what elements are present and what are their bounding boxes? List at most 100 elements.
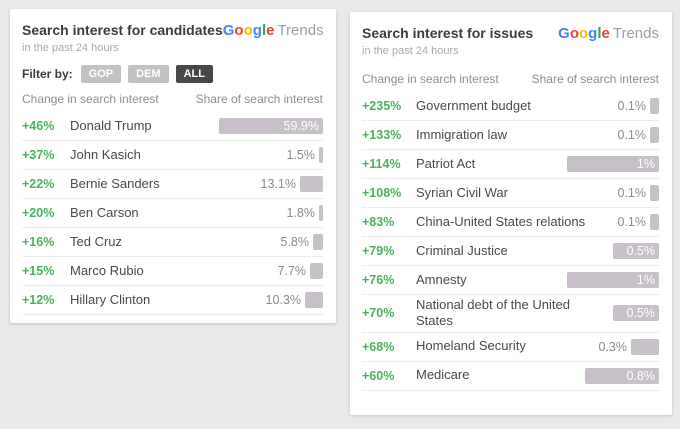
table-row: +83% China-United States relations 0.1% [362, 208, 659, 237]
share-bar: 1% [567, 156, 659, 172]
google-trends-logo[interactable]: Google Trends [223, 22, 324, 39]
share-cell: 0.8% [585, 367, 659, 384]
google-logo-letter: G [222, 22, 235, 39]
filter-button-all[interactable]: ALL [175, 65, 213, 84]
share-value: 0.1% [617, 99, 647, 113]
share-value: 0.5% [626, 306, 656, 321]
row-name: Ted Cruz [70, 233, 123, 249]
table-row: +108% Syrian Civil War 0.1% [362, 179, 659, 208]
share-cell: 1.8% [286, 205, 323, 222]
share-cell: 0.1% [617, 185, 659, 201]
google-logo-letter: g [588, 25, 598, 42]
row-name: Donald Trump [70, 117, 152, 133]
share-cell: 5.8% [281, 234, 323, 251]
rows: +235% Government budget 0.1% +133% Immigrati… [362, 92, 659, 391]
share-value: 13.1% [260, 177, 296, 192]
change-value: +22% [22, 177, 55, 192]
share-cell: 0.5% [613, 305, 659, 322]
change-value: +108% [362, 186, 402, 200]
column-header-change: Change in search interest [362, 72, 499, 86]
widget-header: Search interest for issues Google Trends [362, 25, 659, 42]
share-value: 59.9% [283, 119, 319, 134]
change-value: +68% [362, 339, 395, 354]
google-logo-word: Google [558, 25, 610, 42]
share-value: 1.8% [286, 206, 316, 221]
change-value: +114% [362, 157, 401, 171]
change-value: +20% [22, 206, 55, 221]
column-headers: Change in search interest Share of searc… [362, 72, 659, 92]
google-logo-letter: o [569, 25, 579, 42]
share-bar [319, 205, 323, 222]
share-cell: 0.5% [613, 243, 659, 259]
widget-title: Search interest for issues [362, 25, 534, 41]
column-header-share: Share of search interest [195, 92, 323, 107]
share-bar [650, 185, 659, 201]
change-value: +235% [362, 99, 402, 113]
filter-buttons: GOP DEM ALL [80, 64, 220, 84]
google-logo-letter: e [601, 25, 610, 42]
table-row: +235% Government budget 0.1% [362, 92, 659, 121]
share-bar [650, 127, 659, 143]
table-row: +16% Ted Cruz 5.8% [22, 228, 323, 258]
google-logo-letter: l [261, 22, 267, 39]
share-cell: 1% [567, 156, 659, 172]
share-bar [319, 147, 323, 164]
share-value: 0.5% [626, 244, 656, 258]
table-row: +22% Bernie Sanders 13.1% [22, 170, 323, 200]
row-name: China-United States relations [416, 213, 586, 229]
share-bar: 0.5% [613, 243, 659, 259]
google-logo-letter: o [243, 22, 253, 39]
change-value: +83% [362, 215, 395, 229]
change-value: +79% [362, 244, 395, 258]
google-logo-letter: e [266, 22, 275, 39]
filter-row: Filter by: GOP DEM ALL [22, 64, 323, 84]
table-row: +20% Ben Carson 1.8% [22, 199, 323, 229]
row-name: National debt of the United States [416, 297, 570, 329]
share-cell: 0.1% [617, 214, 659, 230]
google-logo-letter: G [558, 25, 570, 42]
share-value: 10.3% [265, 293, 301, 308]
table-row: +70% National debt of the United States 0.… [362, 295, 659, 333]
table-row: +46% Donald Trump 59.9% [22, 112, 323, 142]
share-value: 1.5% [286, 148, 316, 163]
share-bar: 0.5% [613, 305, 659, 322]
candidates-widget-card: Search interest for candidates Google Tre… [10, 9, 336, 323]
share-bar [650, 98, 659, 114]
filter-button-dem[interactable]: DEM [128, 65, 169, 84]
change-value: +70% [362, 306, 395, 321]
google-logo-letter: g [252, 22, 262, 39]
share-value: 0.1% [617, 186, 647, 200]
table-row: +37% John Kasich 1.5% [22, 141, 323, 171]
row-name: Homeland Security [416, 338, 526, 354]
share-bar [310, 263, 323, 280]
share-bar: 59.9% [219, 118, 323, 135]
share-value: 0.1% [617, 128, 647, 142]
widget-header: Search interest for candidates Google Tre… [22, 22, 324, 39]
table-row: +79% Criminal Justice 0.5% [362, 237, 659, 266]
table-row: +12% Hillary Clinton 10.3% [22, 286, 323, 316]
google-trends-logo[interactable]: Google Trends [558, 25, 659, 42]
filter-button-gop[interactable]: GOP [80, 65, 122, 84]
google-logo-letter: o [579, 25, 589, 42]
share-cell: 0.3% [599, 338, 659, 355]
row-name: Marco Rubio [70, 262, 144, 278]
change-value: +16% [22, 235, 55, 250]
row-name: Hillary Clinton [70, 291, 151, 307]
change-value: +76% [362, 273, 395, 287]
google-logo-letter: o [234, 22, 244, 39]
share-cell: 7.7% [278, 263, 323, 280]
share-cell: 13.1% [260, 176, 323, 193]
change-value: +12% [22, 293, 55, 308]
filter-label: Filter by: [22, 66, 73, 81]
table-row: +68% Homeland Security 0.3% [362, 333, 659, 362]
change-value: +133% [362, 128, 402, 142]
share-bar [650, 214, 659, 230]
trends-logo-text: Trends [612, 25, 659, 42]
change-value: +46% [22, 119, 55, 134]
share-value: 0.1% [617, 215, 647, 229]
share-value: 0.8% [626, 368, 656, 383]
change-value: +60% [362, 368, 395, 383]
column-headers: Change in search interest Share of searc… [22, 92, 323, 112]
table-row: +133% Immigration law 0.1% [362, 121, 659, 150]
share-cell: 1.5% [286, 147, 323, 164]
